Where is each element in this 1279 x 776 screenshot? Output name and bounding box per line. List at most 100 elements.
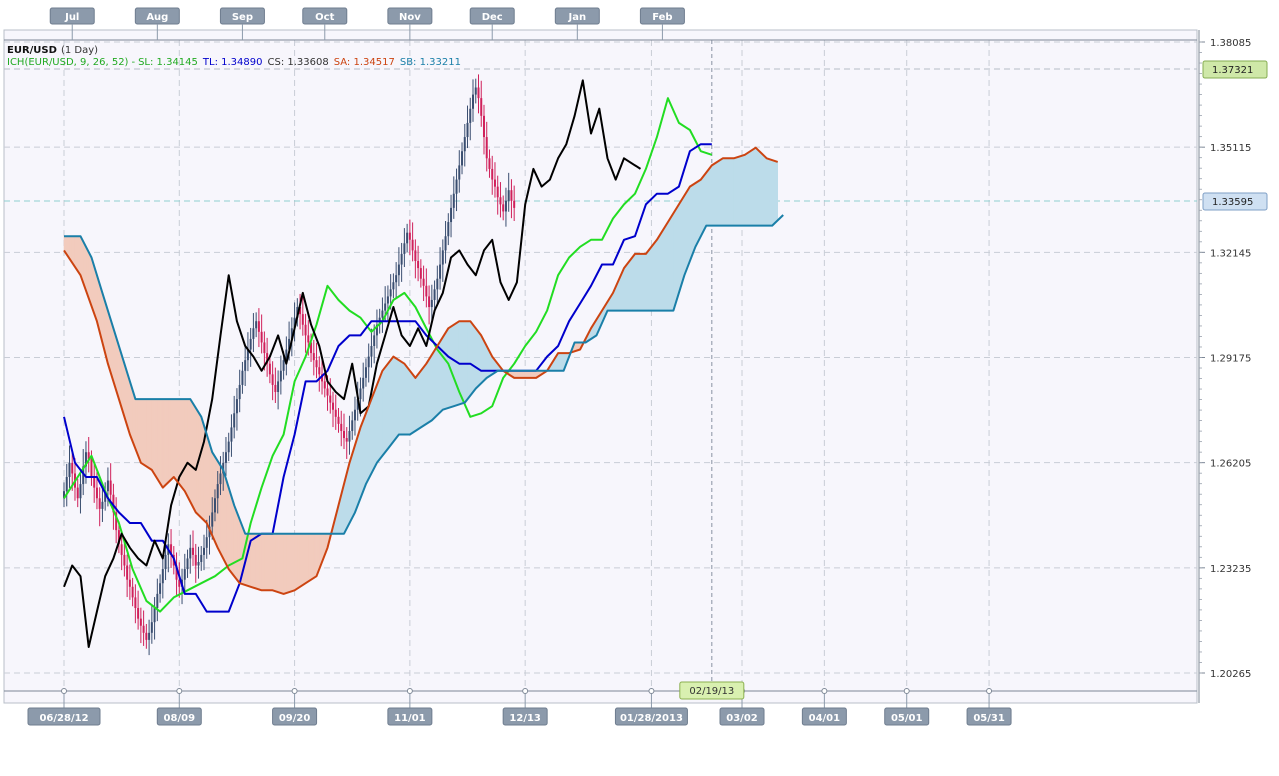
kumo-segment bbox=[187, 398, 191, 502]
kumo-segment bbox=[527, 370, 531, 379]
candle-body bbox=[362, 377, 365, 389]
candle-body bbox=[63, 491, 65, 499]
candle-body bbox=[315, 360, 318, 368]
kumo-segment bbox=[162, 398, 166, 489]
candle-body bbox=[183, 569, 186, 580]
kumo-segment bbox=[280, 533, 284, 595]
plot-area[interactable] bbox=[3, 29, 1198, 704]
candle-body bbox=[290, 328, 293, 339]
date-tab[interactable] bbox=[614, 707, 688, 726]
candle-body bbox=[384, 303, 387, 311]
kumo-segment bbox=[170, 398, 175, 481]
kumo-segment bbox=[513, 370, 518, 379]
date-label: 05/01 bbox=[891, 713, 923, 724]
candle-body bbox=[120, 544, 123, 555]
date-tab[interactable] bbox=[966, 707, 1012, 726]
candle-body bbox=[342, 430, 345, 439]
date-tab[interactable] bbox=[387, 707, 433, 726]
kumo-segment bbox=[516, 370, 520, 379]
candle-body bbox=[312, 353, 315, 361]
candle-body bbox=[142, 625, 145, 633]
date-tab[interactable] bbox=[27, 707, 101, 726]
kumo-segment bbox=[733, 157, 737, 226]
kumo-segment bbox=[272, 533, 276, 592]
date-tab[interactable] bbox=[502, 707, 548, 726]
month-label: Sep bbox=[232, 12, 253, 23]
candle-body bbox=[106, 480, 109, 492]
current-price-badge bbox=[1202, 192, 1268, 211]
senkou-b-line bbox=[64, 214, 784, 535]
date-tab[interactable] bbox=[801, 707, 847, 726]
tenkan-line bbox=[63, 97, 713, 613]
candle-body bbox=[246, 349, 249, 361]
kumo-segment bbox=[365, 406, 369, 485]
candle-body bbox=[450, 207, 453, 223]
kumo-segment bbox=[146, 398, 150, 469]
current-date-label: 02/19/13 bbox=[689, 686, 734, 697]
date-tab[interactable] bbox=[156, 707, 202, 726]
current-date-badge bbox=[679, 681, 745, 700]
candle-body bbox=[321, 374, 324, 382]
candle-body bbox=[241, 370, 244, 385]
candle-body bbox=[131, 586, 134, 598]
candle-body bbox=[205, 537, 208, 548]
kumo-segment bbox=[412, 373, 416, 434]
kumo-segment bbox=[752, 147, 757, 226]
kumo-segment bbox=[181, 398, 186, 493]
candle-body bbox=[513, 200, 516, 208]
kumo-segment bbox=[637, 253, 641, 311]
date-tab[interactable] bbox=[719, 707, 765, 726]
candle-body bbox=[463, 137, 466, 152]
date-label: 12/13 bbox=[509, 713, 541, 724]
candle-body bbox=[510, 190, 513, 201]
candle-body bbox=[334, 409, 337, 417]
date-tab[interactable] bbox=[884, 707, 930, 726]
kumo-segment bbox=[640, 253, 644, 311]
kumo-segment bbox=[77, 235, 81, 277]
candle-body bbox=[98, 498, 101, 509]
kumo-segment bbox=[404, 362, 408, 435]
kumo-segment bbox=[684, 190, 688, 276]
kumo-segment bbox=[673, 207, 677, 311]
kumo-segment bbox=[286, 533, 290, 594]
candle-body bbox=[447, 222, 450, 237]
kumo-segment bbox=[766, 157, 770, 226]
date-tab[interactable] bbox=[272, 707, 318, 726]
kumo-segment bbox=[697, 179, 702, 242]
candle-body bbox=[126, 565, 129, 580]
candle-body bbox=[444, 236, 447, 251]
candle-body bbox=[419, 268, 422, 279]
candle-body bbox=[213, 498, 216, 513]
candle-body bbox=[252, 328, 255, 339]
candle-body bbox=[109, 480, 112, 495]
candle-body bbox=[332, 402, 335, 410]
kumo-segment bbox=[148, 398, 153, 471]
candle-body bbox=[504, 200, 507, 212]
kumo-segment bbox=[717, 159, 721, 226]
date-label: 06/28/12 bbox=[39, 713, 88, 724]
candle-body bbox=[156, 593, 159, 609]
kumo-segment bbox=[442, 331, 446, 411]
candle-body bbox=[266, 353, 269, 364]
candle-body bbox=[375, 324, 378, 336]
senkou-a-line bbox=[63, 146, 779, 595]
candle-body bbox=[293, 317, 296, 329]
price-tick-label: 1.32145 bbox=[1210, 248, 1251, 259]
date-axis: 06/28/12 08/09 09/20 11/01 12/13 01/28/2013 03… bbox=[27, 681, 1012, 726]
candle-body bbox=[430, 299, 433, 308]
kumo-segment bbox=[140, 398, 144, 466]
candle-body bbox=[323, 381, 326, 389]
kumo-segment bbox=[664, 221, 669, 311]
date-label: 04/01 bbox=[809, 713, 841, 724]
kumo-segment bbox=[151, 398, 155, 476]
candle-body bbox=[277, 381, 280, 393]
kumo-segment bbox=[236, 512, 240, 585]
date-label: 05/31 bbox=[973, 713, 1005, 724]
kumo-segment bbox=[730, 158, 735, 226]
candle-body bbox=[178, 579, 181, 587]
kumo-segment bbox=[294, 533, 298, 591]
kumo-segment bbox=[159, 398, 164, 489]
month-label: Feb bbox=[652, 12, 672, 23]
candle-body bbox=[389, 289, 392, 297]
